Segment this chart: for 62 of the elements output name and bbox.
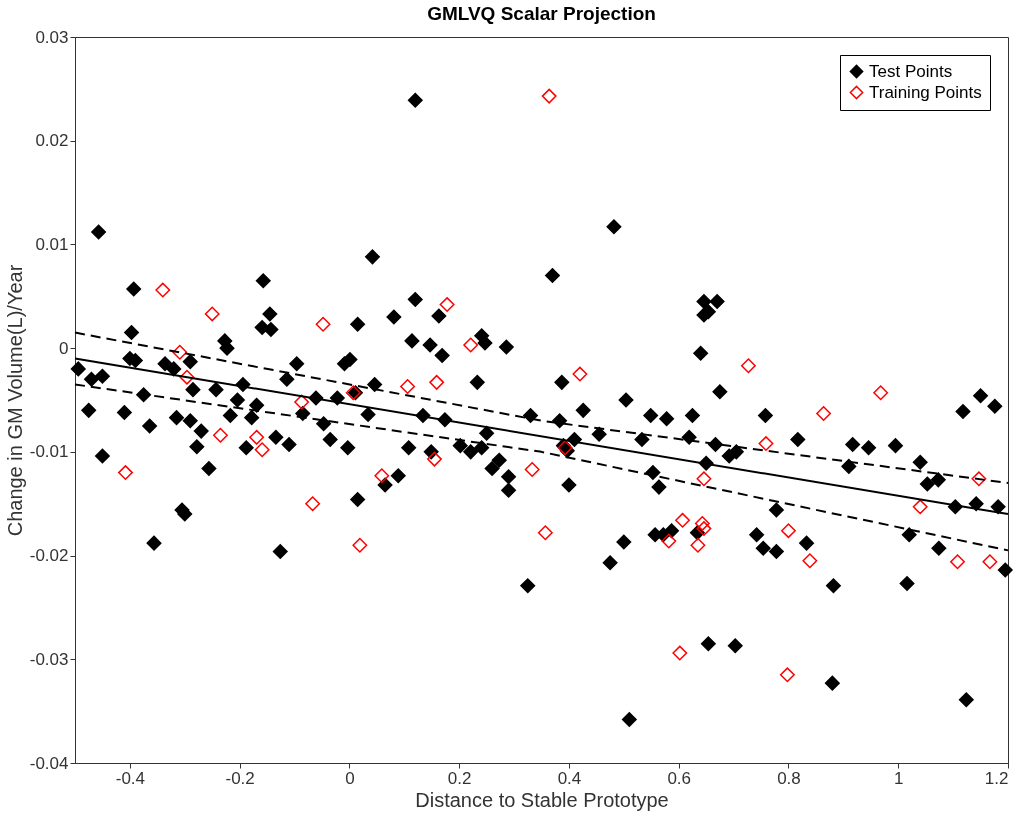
point <box>758 436 774 452</box>
point <box>694 515 710 531</box>
point <box>118 465 133 481</box>
y-tick-label: -0.04 <box>29 753 69 773</box>
point <box>400 379 416 394</box>
point <box>352 537 368 553</box>
point <box>816 406 832 421</box>
chart-title: GMLVQ Scalar Projection <box>427 3 656 24</box>
point <box>690 537 706 553</box>
point <box>779 667 795 683</box>
y-tick-label: 0.02 <box>35 131 69 151</box>
x-tick-label: -0.2 <box>225 768 255 788</box>
point <box>179 369 195 385</box>
y-tick-label: 0 <box>59 338 69 358</box>
x-tick-label: 0.2 <box>447 768 472 788</box>
point <box>204 306 220 322</box>
point <box>873 385 889 401</box>
point <box>254 442 270 458</box>
y-tick-label: 0.03 <box>35 27 69 47</box>
x-axis-title: Distance to Stable Prototype <box>415 788 669 811</box>
point <box>740 358 756 374</box>
y-tick-label: -0.03 <box>29 649 69 669</box>
x-tick-label: 0.4 <box>557 768 582 788</box>
point <box>696 471 712 487</box>
x-tick-label: -0.4 <box>115 768 146 788</box>
point <box>249 429 265 445</box>
point <box>781 523 796 539</box>
x-tick-label: 0.6 <box>667 768 692 788</box>
y-tick-label: -0.02 <box>29 546 69 566</box>
point <box>672 645 688 661</box>
point <box>802 553 818 569</box>
point <box>572 366 588 382</box>
point <box>439 297 455 313</box>
point <box>537 525 553 541</box>
point <box>950 554 965 570</box>
point <box>155 282 171 298</box>
point <box>305 496 321 512</box>
point <box>912 499 928 515</box>
y-tick-label: -0.01 <box>29 442 69 462</box>
point <box>172 344 188 360</box>
point <box>315 316 331 332</box>
point <box>541 88 557 104</box>
point <box>982 554 998 570</box>
point <box>427 451 442 467</box>
point <box>463 337 479 353</box>
point <box>212 427 228 443</box>
point <box>524 462 540 477</box>
y-axis-title: Change in GM Volume(L)/Year <box>3 264 26 537</box>
point <box>696 521 712 537</box>
point <box>971 471 987 487</box>
point <box>294 394 310 410</box>
point <box>374 468 390 484</box>
x-tick-label: 0 <box>345 768 355 788</box>
point <box>675 512 691 528</box>
legend-label: Training Points <box>869 82 982 102</box>
y-tick-label: 0.01 <box>35 234 69 254</box>
point <box>661 533 677 549</box>
x-tick-label: 1 <box>894 768 904 788</box>
x-tick-label: 0.8 <box>777 768 801 788</box>
point <box>429 374 445 390</box>
legend-label: Test Points <box>869 61 953 81</box>
x-tick-label: 1.2 <box>984 768 1009 788</box>
